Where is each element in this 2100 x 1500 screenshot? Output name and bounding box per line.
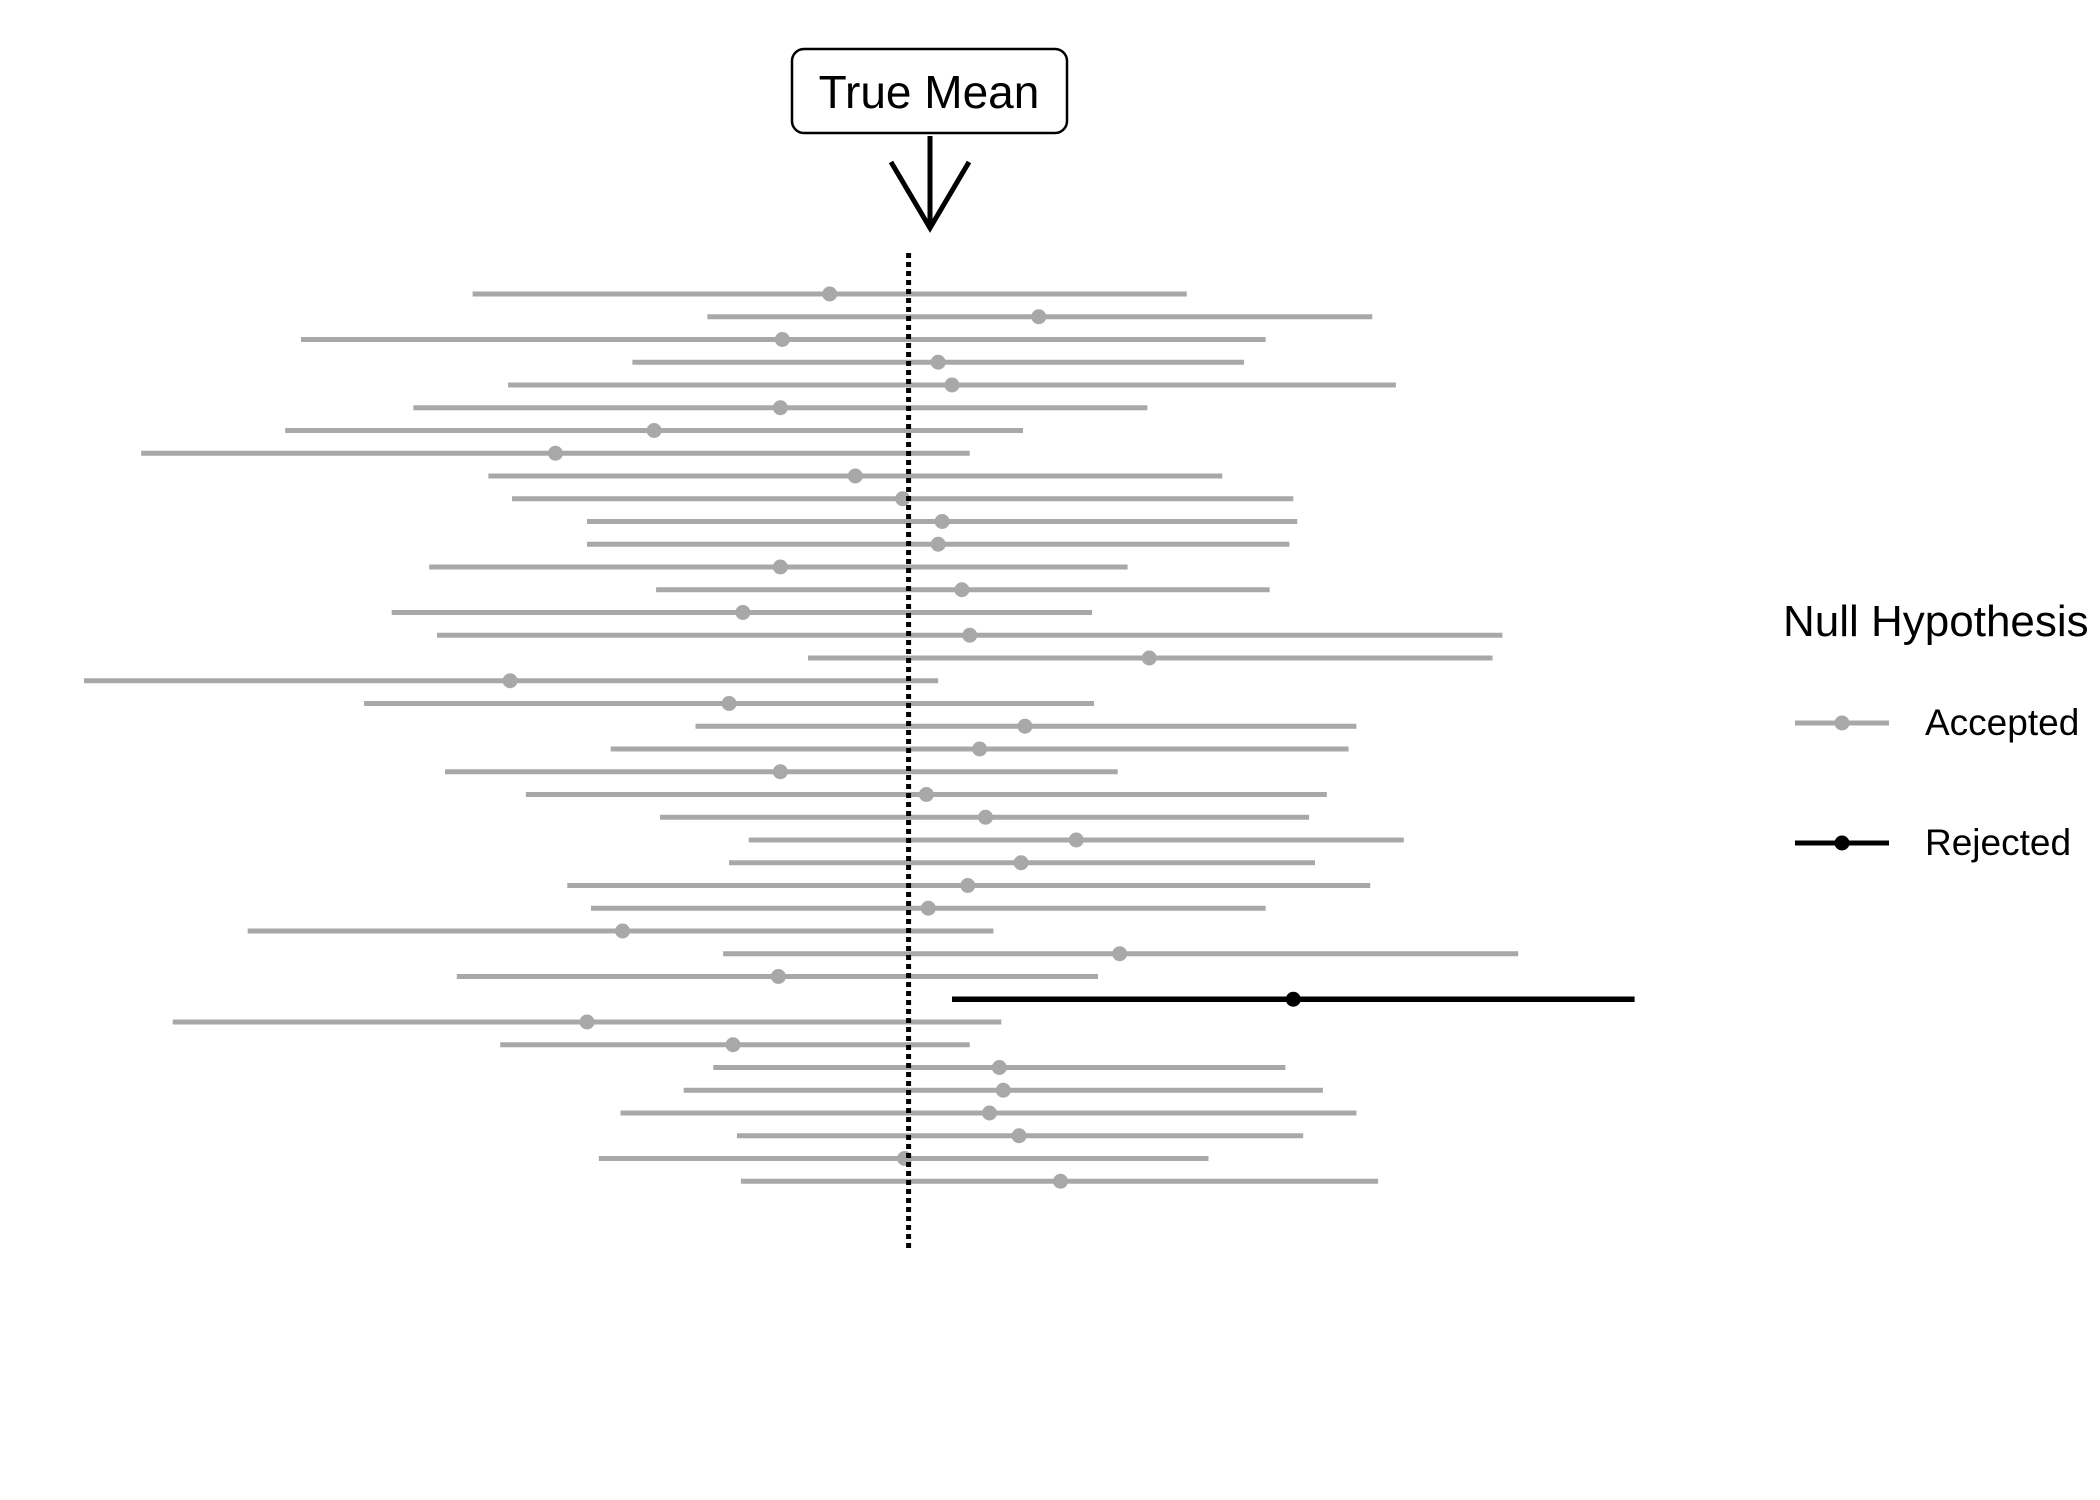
true-mean-label: True Mean — [819, 66, 1040, 118]
legend-key-accepted — [1795, 715, 1889, 731]
interval-point — [1031, 309, 1047, 325]
legend-key-point — [1834, 715, 1850, 731]
interval-row — [656, 582, 1270, 598]
interval-point — [547, 445, 563, 461]
interval-point — [1285, 991, 1301, 1007]
interval-point — [972, 741, 988, 757]
interval-row — [610, 741, 1349, 757]
interval-point — [1013, 855, 1029, 871]
interval-row — [488, 468, 1223, 484]
legend-label-rejected: Rejected — [1925, 822, 2071, 863]
interval-row — [713, 1060, 1286, 1075]
interval-row — [429, 559, 1128, 575]
interval-point — [721, 696, 737, 711]
legend-label-accepted: Accepted — [1925, 702, 2079, 743]
interval-row — [632, 354, 1244, 370]
interval-point — [772, 559, 788, 575]
interval-row — [472, 286, 1187, 302]
true-mean-annotation: True Mean — [790, 47, 1069, 233]
interval-row — [660, 809, 1310, 825]
interval-row — [141, 445, 970, 461]
interval-point — [918, 787, 934, 802]
interval-point — [960, 878, 976, 893]
interval-row — [300, 332, 1266, 347]
interval-point — [502, 673, 518, 689]
interval-point — [981, 1105, 997, 1121]
interval-point — [772, 764, 788, 780]
interval-point — [615, 923, 631, 939]
interval-row — [413, 400, 1148, 416]
interval-row — [723, 946, 1519, 962]
interval-point — [991, 1060, 1007, 1075]
interval-row — [587, 536, 1290, 552]
interval-point — [995, 1082, 1011, 1098]
interval-point — [1068, 832, 1084, 848]
interval-row — [683, 1082, 1323, 1098]
interval-row — [500, 1037, 970, 1053]
interval-row — [590, 900, 1266, 916]
interval-row — [707, 309, 1373, 325]
interval-row — [285, 423, 1024, 438]
legend-item-accepted: Accepted — [1795, 702, 2079, 743]
interval-point — [735, 605, 751, 620]
interval-row — [598, 1151, 1209, 1166]
interval-point — [847, 468, 863, 484]
interval-row — [729, 855, 1315, 871]
interval-point — [930, 354, 946, 370]
legend: Null Hypothesis Accepted Rejected — [1783, 597, 2089, 863]
interval-point — [954, 582, 970, 598]
interval-point — [934, 514, 950, 529]
legend-key-rejected — [1795, 835, 1889, 851]
interval-row — [951, 991, 1635, 1007]
interval-point — [895, 491, 911, 507]
interval-point — [1011, 1128, 1027, 1144]
true-mean-label-box — [790, 47, 1069, 135]
interval-row — [807, 650, 1493, 666]
interval-point — [770, 969, 786, 984]
interval-row — [364, 696, 1095, 711]
interval-row — [456, 969, 1098, 984]
interval-row — [620, 1105, 1357, 1121]
interval-point — [1053, 1173, 1069, 1189]
legend-key-point — [1834, 835, 1850, 851]
interval-point — [944, 377, 960, 393]
interval-point — [920, 900, 936, 916]
interval-point — [725, 1037, 741, 1053]
interval-row — [508, 377, 1396, 393]
interval-row — [567, 878, 1371, 893]
interval-point — [930, 536, 946, 552]
interval-point — [579, 1014, 595, 1030]
intervals-layer — [83, 286, 1635, 1189]
interval-point — [772, 400, 788, 416]
interval-point — [962, 627, 978, 643]
interval-row — [444, 764, 1118, 780]
interval-point — [1141, 650, 1157, 666]
interval-point — [1112, 946, 1128, 962]
interval-point — [646, 423, 662, 438]
legend-item-rejected: Rejected — [1795, 822, 2071, 863]
interval-row — [391, 605, 1093, 620]
interval-point — [822, 286, 838, 302]
interval-row — [437, 627, 1503, 643]
interval-row — [83, 673, 939, 689]
interval-row — [172, 1014, 1002, 1030]
legend-title: Null Hypothesis — [1783, 597, 2089, 646]
interval-row — [740, 1173, 1379, 1189]
interval-point — [978, 809, 994, 825]
interval-row — [587, 514, 1298, 529]
interval-point — [1017, 718, 1033, 734]
interval-row — [512, 491, 1294, 507]
interval-row — [736, 1128, 1304, 1144]
interval-row — [525, 787, 1327, 802]
interval-row — [695, 718, 1357, 734]
interval-point — [774, 332, 790, 347]
interval-row — [247, 923, 994, 939]
true-mean-arrow-icon — [888, 136, 972, 233]
interval-row — [748, 832, 1404, 848]
